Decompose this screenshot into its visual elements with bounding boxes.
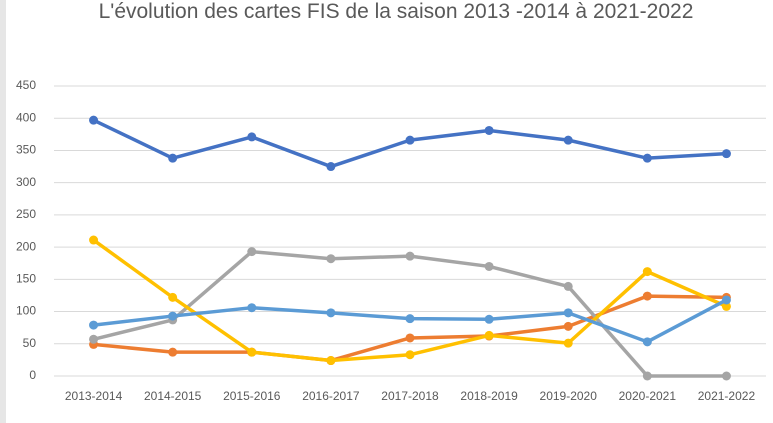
data-point — [484, 261, 494, 271]
data-point — [642, 337, 652, 347]
x-tick-label: 2015-2016 — [223, 389, 281, 403]
data-point — [721, 149, 731, 159]
chart-area: 0 50 100 150 200 250 300 350 400 450 2013-2014 2014… — [6, 0, 773, 423]
data-point — [642, 153, 652, 163]
y-tick-label: 50 — [23, 336, 37, 350]
data-point — [89, 235, 99, 245]
data-point — [484, 125, 494, 135]
data-point — [721, 295, 731, 305]
data-point — [484, 330, 494, 340]
data-point — [642, 371, 652, 381]
data-point — [405, 251, 415, 261]
data-point — [247, 303, 257, 313]
data-point — [326, 356, 336, 366]
data-point — [405, 333, 415, 343]
data-point — [326, 254, 336, 264]
data-point — [89, 115, 99, 125]
y-tick-label: 100 — [16, 304, 36, 318]
data-point — [642, 267, 652, 277]
data-point — [563, 135, 573, 145]
data-point — [642, 291, 652, 301]
data-point — [563, 321, 573, 331]
data-point — [168, 292, 178, 302]
chart-title: L'évolution des cartes FIS de la saison … — [98, 0, 694, 23]
data-point — [563, 338, 573, 348]
data-point — [168, 311, 178, 321]
x-tick-label: 2017-2018 — [381, 389, 439, 403]
x-tick-label: 2021-2022 — [698, 389, 756, 403]
x-tick-label: 2014-2015 — [144, 389, 202, 403]
data-point — [326, 162, 336, 172]
data-point — [405, 350, 415, 360]
x-tick-label: 2019-2020 — [540, 389, 598, 403]
data-point — [721, 371, 731, 381]
data-point — [484, 314, 494, 324]
y-tick-label: 400 — [16, 110, 36, 124]
data-point — [168, 347, 178, 357]
data-point — [247, 247, 257, 257]
data-point — [247, 347, 257, 357]
x-tick-label: 2020-2021 — [619, 389, 677, 403]
y-tick-label: 150 — [16, 272, 36, 286]
data-point — [721, 301, 731, 311]
data-point — [89, 334, 99, 344]
data-point — [563, 308, 573, 318]
y-tick-label: 300 — [16, 175, 36, 189]
data-point — [168, 153, 178, 163]
data-point — [405, 314, 415, 324]
y-tick-label: 200 — [16, 239, 36, 253]
data-point — [405, 135, 415, 145]
x-tick-label: 2013-2014 — [65, 389, 123, 403]
data-point — [89, 320, 99, 330]
data-point — [563, 281, 573, 291]
data-point — [247, 132, 257, 142]
y-tick-label: 0 — [29, 368, 36, 382]
y-tick-label: 350 — [16, 143, 36, 157]
y-tick-label: 250 — [16, 207, 36, 221]
chart: 0 50 100 150 200 250 300 350 400 450 2013-2014 2014… — [16, 78, 766, 403]
x-tick-label: 2016-2017 — [302, 389, 360, 403]
y-tick-label: 450 — [16, 78, 36, 92]
data-point — [326, 308, 336, 318]
x-tick-label: 2018-2019 — [460, 389, 518, 403]
